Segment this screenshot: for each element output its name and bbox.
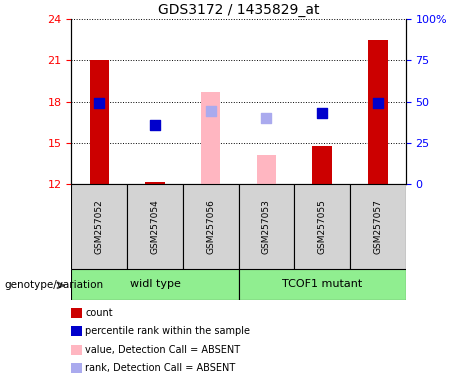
Bar: [183, 184, 238, 269]
Point: [151, 122, 159, 128]
Bar: [238, 269, 406, 300]
Text: GSM257057: GSM257057: [373, 199, 382, 254]
Bar: [71, 269, 239, 300]
Bar: [145, 182, 165, 184]
Text: GSM257054: GSM257054: [150, 199, 160, 254]
Bar: [257, 156, 276, 184]
Bar: [313, 146, 332, 184]
Bar: [71, 184, 127, 269]
Bar: [201, 92, 220, 184]
Point: [374, 100, 382, 106]
Bar: [89, 61, 109, 184]
Text: genotype/variation: genotype/variation: [5, 280, 104, 290]
Point: [95, 100, 103, 106]
Point: [263, 115, 270, 121]
Text: TCOF1 mutant: TCOF1 mutant: [282, 279, 362, 289]
Bar: [350, 184, 406, 269]
Bar: [238, 184, 294, 269]
Bar: [368, 40, 388, 184]
Bar: [294, 184, 350, 269]
Text: GSM257055: GSM257055: [318, 199, 327, 254]
Text: GSM257053: GSM257053: [262, 199, 271, 254]
Text: GSM257052: GSM257052: [95, 199, 104, 254]
Text: count: count: [85, 308, 113, 318]
Text: widl type: widl type: [130, 279, 180, 289]
Point: [207, 108, 214, 114]
Text: rank, Detection Call = ABSENT: rank, Detection Call = ABSENT: [85, 363, 236, 373]
Text: GSM257056: GSM257056: [206, 199, 215, 254]
Text: value, Detection Call = ABSENT: value, Detection Call = ABSENT: [85, 345, 240, 355]
Bar: [127, 184, 183, 269]
Point: [319, 110, 326, 116]
Text: percentile rank within the sample: percentile rank within the sample: [85, 326, 250, 336]
Title: GDS3172 / 1435829_at: GDS3172 / 1435829_at: [158, 3, 319, 17]
